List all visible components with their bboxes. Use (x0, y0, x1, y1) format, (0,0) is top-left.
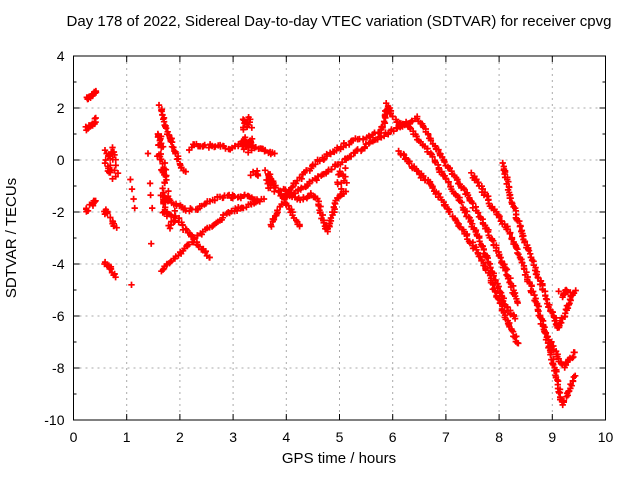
x-tick-label: 7 (442, 429, 450, 445)
y-tick-label: 2 (57, 100, 65, 116)
y-tick-label: -8 (52, 360, 65, 376)
x-tick-label: 0 (70, 429, 78, 445)
chart-title: Day 178 of 2022, Sidereal Day-to-day VTE… (67, 13, 612, 30)
x-tick-label: 1 (123, 429, 131, 445)
data-points-sdtvar (82, 87, 579, 409)
grid-lines (73, 56, 606, 420)
y-tick-label: -10 (44, 412, 64, 428)
x-tick-label: 2 (176, 429, 184, 445)
x-tick-label: 4 (282, 429, 290, 445)
y-tick-label: -4 (52, 256, 65, 272)
x-tick-label: 3 (229, 429, 237, 445)
x-tick-label: 5 (336, 429, 344, 445)
y-tick-label: -2 (52, 204, 65, 220)
plot-border (73, 55, 606, 421)
y-tick-label: 0 (57, 152, 65, 168)
x-tick-label: 6 (389, 429, 397, 445)
x-tick-label: 10 (598, 429, 614, 445)
tick-labels: 0 1 2 3 4 5 6 7 8 9 10 4 2 0 -2 -4 -6 -8 -10 (44, 48, 613, 445)
x-axis-label: GPS time / hours (282, 450, 396, 467)
x-tick-label: 9 (548, 429, 556, 445)
y-tick-label: -6 (52, 308, 65, 324)
y-axis-label: SDTVAR / TECUs (3, 178, 20, 298)
x-tick-label: 8 (495, 429, 503, 445)
y-tick-label: 4 (57, 48, 65, 64)
